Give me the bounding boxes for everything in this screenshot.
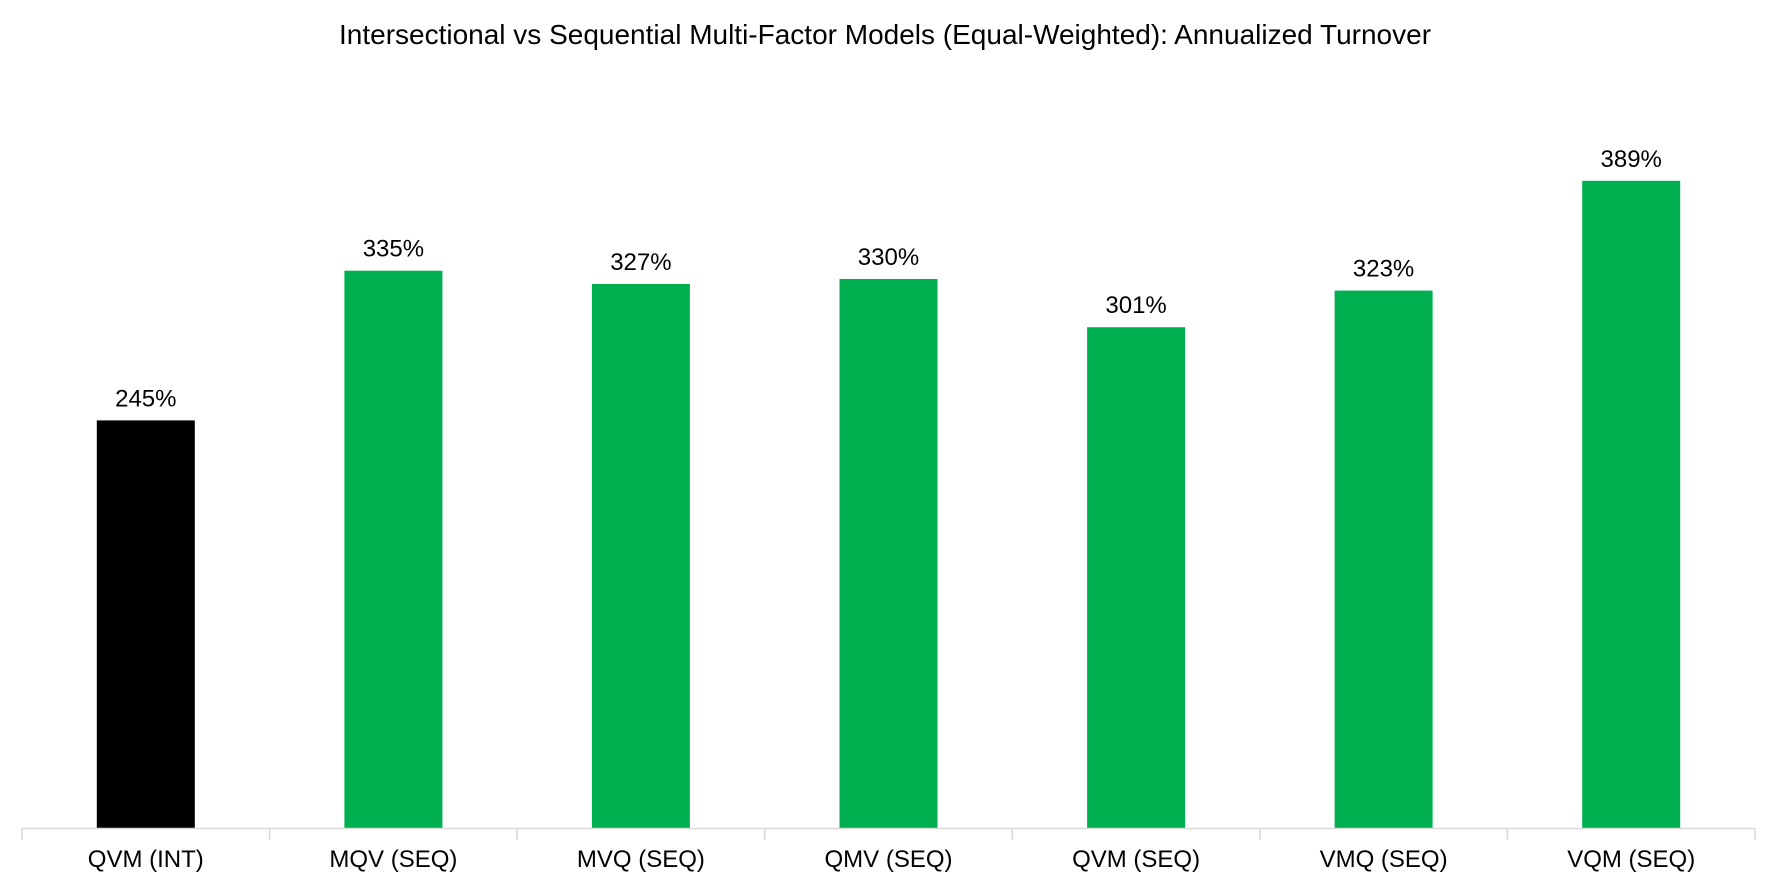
bars-group	[96, 180, 1681, 829]
x-tick-label-1: MQV (SEQ)	[329, 846, 457, 873]
x-axis: QVM (INT) MQV (SEQ) MVQ (SEQ) QMV (SEQ) QVM …	[21, 827, 1756, 873]
bar-4	[1087, 327, 1186, 828]
bar-0	[96, 420, 195, 828]
data-label-4: 301%	[1105, 292, 1166, 319]
x-tick-label-3: QMV (SEQ)	[824, 846, 952, 873]
x-tick-label-5: VMQ (SEQ)	[1320, 846, 1448, 873]
data-label-2: 327%	[610, 249, 671, 276]
data-label-0: 245%	[115, 385, 176, 412]
x-tick-label-6: VQM (SEQ)	[1567, 846, 1695, 873]
x-tick-label-4: QVM (SEQ)	[1072, 846, 1200, 873]
data-label-5: 323%	[1353, 256, 1414, 283]
bar-3	[839, 279, 938, 828]
data-labels-group: 245% 335% 327% 330% 301% 323% 389%	[115, 146, 1662, 413]
x-tick-label-2: MVQ (SEQ)	[577, 846, 705, 873]
x-tick-label-0: QVM (INT)	[88, 846, 204, 873]
data-label-1: 335%	[363, 236, 424, 263]
chart-title: Intersectional vs Sequential Multi-Facto…	[339, 19, 1431, 50]
bar-1	[344, 270, 443, 828]
bar-6	[1582, 180, 1681, 829]
data-label-6: 389%	[1601, 146, 1662, 173]
data-label-3: 330%	[858, 244, 919, 271]
bar-5	[1334, 290, 1433, 829]
bar-2	[591, 284, 690, 828]
